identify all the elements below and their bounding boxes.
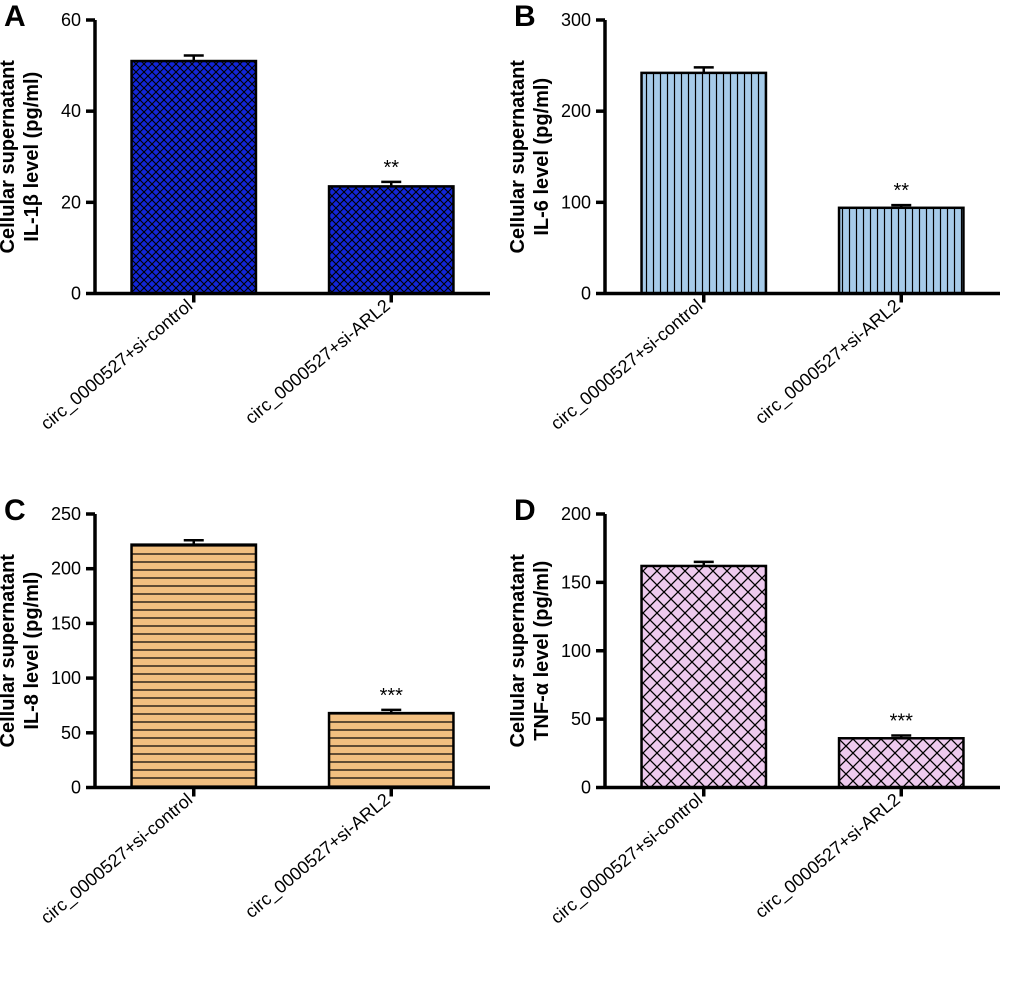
svg-text:250: 250 xyxy=(51,504,81,524)
svg-text:20: 20 xyxy=(61,192,81,212)
chart-c: *** 0 50 100 150 200 250 circ_0000527+si-contro… xyxy=(0,494,510,987)
svg-text:circ_0000527+si-ARL2: circ_0000527+si-ARL2 xyxy=(751,295,904,428)
svg-text:IL-8 level (pg/ml): IL-8 level (pg/ml) xyxy=(21,571,43,729)
svg-text:50: 50 xyxy=(571,709,591,729)
svg-text:50: 50 xyxy=(61,722,81,742)
svg-text:**: ** xyxy=(893,180,909,202)
svg-text:IL-6 level (pg/ml): IL-6 level (pg/ml) xyxy=(531,78,553,236)
svg-text:Cellular supernatant: Cellular supernatant xyxy=(0,60,19,254)
chart-d: *** 0 50 100 150 200 circ_0000527+si-control ci… xyxy=(510,494,1020,987)
panel-c: C *** 0 50 100 150 200 250 circ_0000527+si-cont… xyxy=(0,494,510,987)
panel-letter-b: B xyxy=(514,0,536,34)
svg-text:***: *** xyxy=(890,710,914,732)
svg-text:100: 100 xyxy=(561,640,591,660)
panel-a: A ** 0 20 40 60 circ_0000527+si-control circ_0… xyxy=(0,0,510,494)
panel-b: B ** 0 100 200 300 circ_0000527+si-control cir… xyxy=(510,0,1020,494)
svg-text:0: 0 xyxy=(71,284,81,304)
panel-letter-c: C xyxy=(4,494,26,528)
svg-text:0: 0 xyxy=(581,777,591,797)
svg-text:100: 100 xyxy=(561,192,591,212)
svg-text:TNF-α level (pg/ml): TNF-α level (pg/ml) xyxy=(531,560,553,740)
panel-letter-d: D xyxy=(514,494,536,528)
svg-text:Cellular supernatant: Cellular supernatant xyxy=(510,553,529,747)
svg-text:circ_0000527+si-ARL2: circ_0000527+si-ARL2 xyxy=(241,789,394,922)
svg-text:150: 150 xyxy=(561,572,591,592)
figure-grid: A ** 0 20 40 60 circ_0000527+si-control circ_0… xyxy=(0,0,1020,987)
svg-text:circ_0000527+si-control: circ_0000527+si-control xyxy=(37,295,197,434)
svg-text:200: 200 xyxy=(561,101,591,121)
svg-text:circ_0000527+si-ARL2: circ_0000527+si-ARL2 xyxy=(241,295,394,428)
svg-text:IL-1β level (pg/ml): IL-1β level (pg/ml) xyxy=(21,72,43,242)
svg-text:60: 60 xyxy=(61,10,81,30)
svg-text:circ_0000527+si-control: circ_0000527+si-control xyxy=(547,295,707,434)
svg-text:300: 300 xyxy=(561,10,591,30)
chart-b: ** 0 100 200 300 circ_0000527+si-control circ_… xyxy=(510,0,1020,494)
svg-text:circ_0000527+si-ARL2: circ_0000527+si-ARL2 xyxy=(751,789,904,922)
svg-text:200: 200 xyxy=(561,504,591,524)
chart-a: ** 0 20 40 60 circ_0000527+si-control circ_000… xyxy=(0,0,510,494)
svg-text:circ_0000527+si-control: circ_0000527+si-control xyxy=(37,789,197,928)
svg-text:Cellular supernatant: Cellular supernatant xyxy=(0,553,19,747)
svg-text:0: 0 xyxy=(581,284,591,304)
panel-letter-a: A xyxy=(4,0,26,34)
svg-text:Cellular supernatant: Cellular supernatant xyxy=(510,60,529,254)
svg-text:100: 100 xyxy=(51,668,81,688)
svg-text:40: 40 xyxy=(61,101,81,121)
svg-text:circ_0000527+si-control: circ_0000527+si-control xyxy=(547,789,707,928)
svg-text:**: ** xyxy=(383,157,399,179)
svg-text:200: 200 xyxy=(51,558,81,578)
svg-text:0: 0 xyxy=(71,777,81,797)
svg-text:***: *** xyxy=(380,684,404,706)
panel-d: D *** 0 50 100 150 200 circ_0000527+si-control… xyxy=(510,494,1020,987)
svg-text:150: 150 xyxy=(51,613,81,633)
